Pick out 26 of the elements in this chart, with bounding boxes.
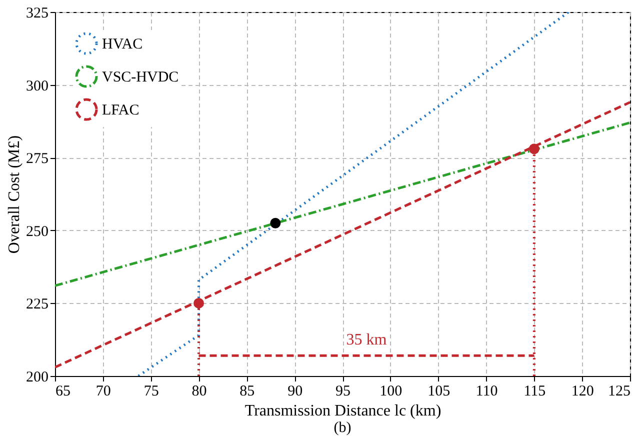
x-tick-label: 125 bbox=[608, 384, 630, 400]
x-tick-label: 100 bbox=[380, 384, 402, 400]
x-tick-label: 95 bbox=[336, 384, 350, 400]
text: (b) bbox=[334, 420, 352, 436]
y-tick-label: 300 bbox=[26, 78, 48, 94]
legend-label: LFAC bbox=[102, 102, 140, 118]
x-tick-label: 115 bbox=[524, 384, 546, 400]
x-tick-label: 70 bbox=[96, 384, 111, 400]
x-tick-label: 75 bbox=[144, 384, 159, 400]
x-tick-label: 65 bbox=[56, 384, 70, 400]
x-tick-label: 120 bbox=[571, 384, 594, 400]
y-tick-label: 225 bbox=[26, 296, 48, 313]
y-tick-label: 200 bbox=[26, 370, 48, 386]
legend-label: VSC-HVDC bbox=[102, 70, 179, 86]
y-tick-label: 250 bbox=[26, 224, 48, 240]
y-tick-label: 325 bbox=[26, 6, 48, 22]
x-tick-label: 110 bbox=[476, 384, 498, 400]
x-tick-label: 105 bbox=[428, 384, 450, 400]
x-tick-label: 80 bbox=[192, 384, 207, 400]
legend-label: HVAC bbox=[102, 36, 143, 52]
y-tick-label: 275 bbox=[26, 151, 48, 168]
x-axis-title: Transmission Distance lc (km) bbox=[244, 402, 442, 420]
x-tick-label: 90 bbox=[288, 384, 303, 400]
annotation: 35 km bbox=[346, 332, 388, 349]
x-tick-label: 85 bbox=[240, 384, 255, 400]
y-axis-title: Overall Cost (M£) bbox=[6, 135, 23, 254]
